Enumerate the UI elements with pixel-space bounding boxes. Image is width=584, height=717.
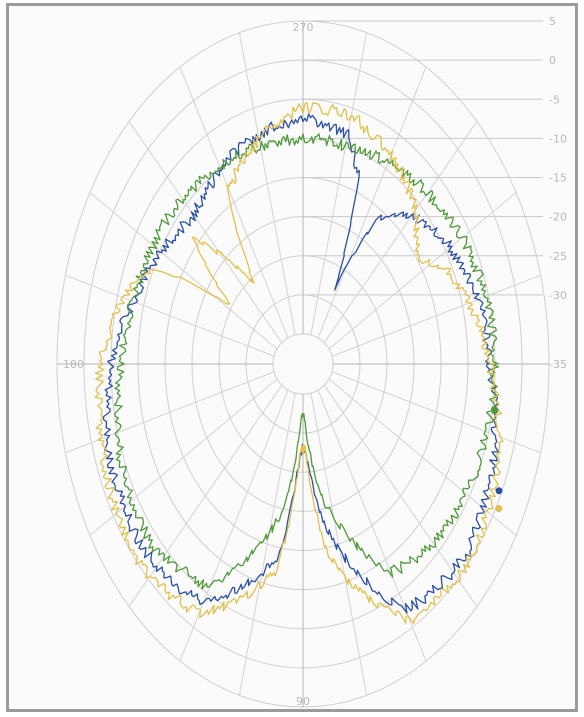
angular-grid-spoke <box>331 274 541 357</box>
series-markers <box>491 407 503 512</box>
angular-grid-spoke <box>179 389 289 662</box>
angular-grid-spoke <box>323 384 478 607</box>
radial-tick-label: 0 <box>549 54 556 67</box>
radial-tick-label: -35 <box>549 358 567 371</box>
angle-labels: 270 180 90 <box>63 21 314 708</box>
polar-chart: 5 0 -5 -10 -15 -20 -25 -30 -35 270 180 90 <box>56 15 567 708</box>
angular-grid-spoke <box>317 66 427 339</box>
radial-tick-label: -5 <box>549 93 560 106</box>
radial-tick-leaders <box>303 20 543 296</box>
angle-label: 180 <box>63 358 84 371</box>
angular-grid-spoke <box>310 32 368 336</box>
angular-grid-spoke <box>89 192 278 350</box>
radial-tick-label: -30 <box>549 289 567 302</box>
angle-label: 270 <box>293 21 314 34</box>
angular-grid-spoke <box>179 66 289 339</box>
angular-grid <box>57 21 549 707</box>
series-line <box>113 133 500 590</box>
radial-tick-labels: 5 0 -5 -10 -15 -20 -25 -30 -35 <box>549 15 567 371</box>
radial-tick-label: -15 <box>549 172 567 185</box>
angular-grid-spoke <box>328 192 517 350</box>
series-marker <box>491 407 499 415</box>
angular-grid-spoke <box>89 378 278 536</box>
radial-tick-label: -20 <box>549 211 567 224</box>
radial-tick-label: 5 <box>549 15 556 28</box>
angular-grid-spoke <box>331 371 541 454</box>
series-line <box>94 101 504 625</box>
angle-label: 90 <box>296 695 310 708</box>
series-line <box>102 113 499 614</box>
series-layer <box>94 101 504 625</box>
radial-tick-label: -10 <box>549 132 567 145</box>
angular-grid-spoke <box>323 121 478 344</box>
chart-frame: 5 0 -5 -10 -15 -20 -25 -30 -35 270 180 90 <box>6 3 578 712</box>
angular-grid-spoke <box>317 389 427 662</box>
series-marker <box>495 504 503 512</box>
angular-grid-spoke <box>238 392 296 696</box>
angular-grid-spoke <box>310 392 368 696</box>
radial-tick-label: -25 <box>549 250 567 263</box>
angular-grid-spoke <box>128 121 283 344</box>
angular-grid-spoke <box>65 274 275 357</box>
angular-grid-spoke <box>128 384 283 607</box>
angular-grid-spoke <box>65 371 275 454</box>
angular-grid-spoke <box>328 378 517 536</box>
radial-grid-ring <box>272 333 334 395</box>
angular-grid-spoke <box>238 32 296 336</box>
series-marker <box>495 487 503 495</box>
